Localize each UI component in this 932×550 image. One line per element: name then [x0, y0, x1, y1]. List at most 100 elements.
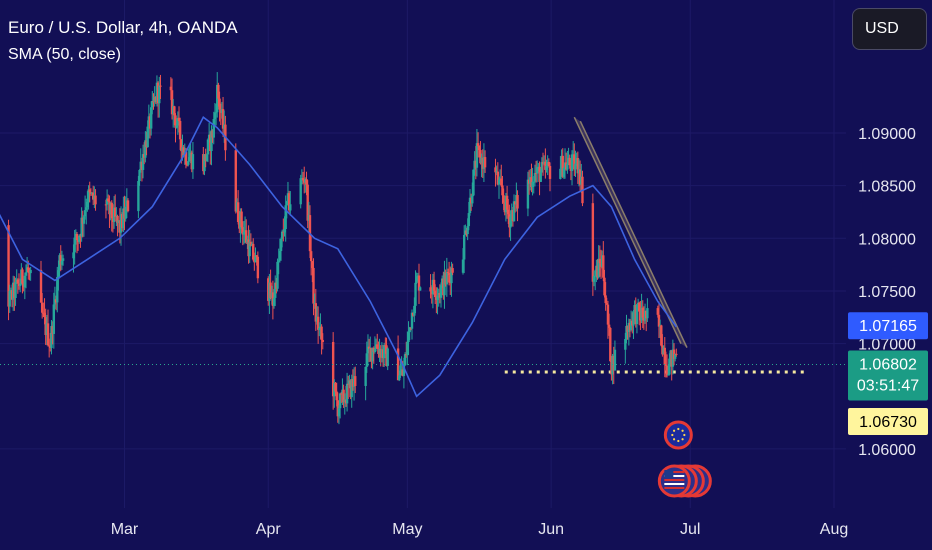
candle-body — [340, 393, 343, 395]
candle-body — [345, 383, 349, 404]
candle-body — [27, 267, 30, 273]
support-price-label-text: 1.06730 — [859, 414, 917, 431]
candle-body — [568, 157, 571, 166]
candle-body — [217, 84, 220, 99]
candle-body — [366, 346, 370, 354]
us-flag-stripe — [664, 487, 685, 489]
candle-body — [158, 85, 161, 104]
candle-body — [43, 312, 46, 318]
eu-star — [672, 429, 676, 432]
candle-body — [241, 227, 244, 235]
candle-body — [221, 109, 225, 129]
candle-body — [180, 139, 183, 152]
candle-body — [641, 307, 644, 318]
trend-channel[interactable] — [573, 116, 688, 348]
candle-body — [320, 326, 323, 340]
candle-body — [191, 154, 195, 170]
candle-body — [283, 229, 286, 233]
candle-body — [126, 200, 130, 212]
us-flag-stripe — [664, 471, 685, 473]
us-flag-icon[interactable] — [657, 464, 712, 498]
candle-body — [674, 353, 677, 359]
candle-body — [598, 258, 602, 264]
last-price-label-text: 1.06802 — [859, 356, 917, 373]
candle-body — [468, 197, 472, 214]
candle-body — [61, 258, 65, 261]
x-tick-label: Jul — [680, 521, 700, 538]
candle-body — [354, 376, 357, 386]
candle-body — [214, 112, 218, 114]
candle-body — [604, 295, 607, 304]
candle-body — [334, 382, 337, 392]
candle-body — [471, 195, 474, 204]
candle-body — [85, 207, 88, 211]
candle-body — [545, 165, 548, 170]
candle-body — [373, 348, 377, 352]
grid — [0, 0, 846, 508]
candle-body — [184, 151, 188, 165]
trend-line-lower[interactable] — [579, 120, 688, 348]
candle-body — [314, 303, 317, 322]
candle-body — [531, 181, 534, 188]
candle-body — [234, 150, 237, 212]
candle-body — [60, 260, 64, 265]
candle-body — [7, 225, 10, 307]
candle-body — [301, 178, 305, 181]
candle-body — [175, 125, 178, 128]
candle-body — [548, 165, 552, 179]
candle-body — [376, 344, 379, 349]
candle-body — [402, 365, 406, 376]
x-tick-label: Mar — [111, 521, 139, 538]
candle-body — [24, 272, 28, 276]
candle-body — [540, 162, 544, 173]
x-tick-label: May — [392, 521, 422, 538]
candle-body — [311, 261, 314, 268]
candle-body — [386, 348, 389, 366]
candle-body — [276, 261, 279, 289]
candle-body — [496, 171, 500, 185]
candle-body — [371, 348, 374, 362]
candle-body — [57, 270, 60, 278]
candle-body — [338, 393, 342, 409]
y-tick-label: 1.08000 — [858, 231, 916, 248]
candle-body — [306, 184, 309, 221]
candle-body — [278, 251, 282, 261]
candle-body — [592, 275, 596, 282]
us-flag-stripe — [664, 483, 685, 485]
candle-body — [176, 117, 180, 126]
candle-body — [413, 305, 416, 316]
trend-line-upper[interactable] — [573, 116, 682, 344]
candles — [7, 72, 678, 425]
candle-body — [182, 147, 185, 156]
us-flag-stripe — [664, 479, 685, 481]
candle-body — [382, 345, 386, 359]
candle-body — [398, 375, 401, 381]
candle-body — [660, 325, 663, 346]
candle-body — [607, 324, 611, 328]
candle-body — [331, 342, 335, 397]
y-tick-label: 1.09000 — [858, 126, 916, 143]
candle-body — [284, 205, 287, 230]
candle-body — [613, 349, 617, 371]
candle-body — [205, 154, 209, 162]
candle-body — [269, 282, 272, 299]
x-tick-label: Aug — [820, 521, 848, 538]
candle-body — [240, 211, 243, 228]
event-markers[interactable] — [657, 420, 712, 498]
sma-50-line — [0, 115, 677, 398]
candle-body — [285, 201, 288, 206]
candle-body — [407, 332, 410, 343]
candle-body — [249, 241, 253, 246]
candle-body — [187, 161, 190, 165]
candle-body — [242, 231, 246, 235]
eu-flag-icon[interactable] — [663, 420, 693, 450]
candle-body — [665, 365, 669, 376]
candle-body — [82, 216, 86, 224]
candle-body — [141, 154, 145, 170]
candle-body — [174, 115, 177, 128]
sma-line — [0, 115, 677, 398]
candle-body — [316, 316, 320, 330]
currency-button[interactable]: USD — [852, 8, 927, 50]
